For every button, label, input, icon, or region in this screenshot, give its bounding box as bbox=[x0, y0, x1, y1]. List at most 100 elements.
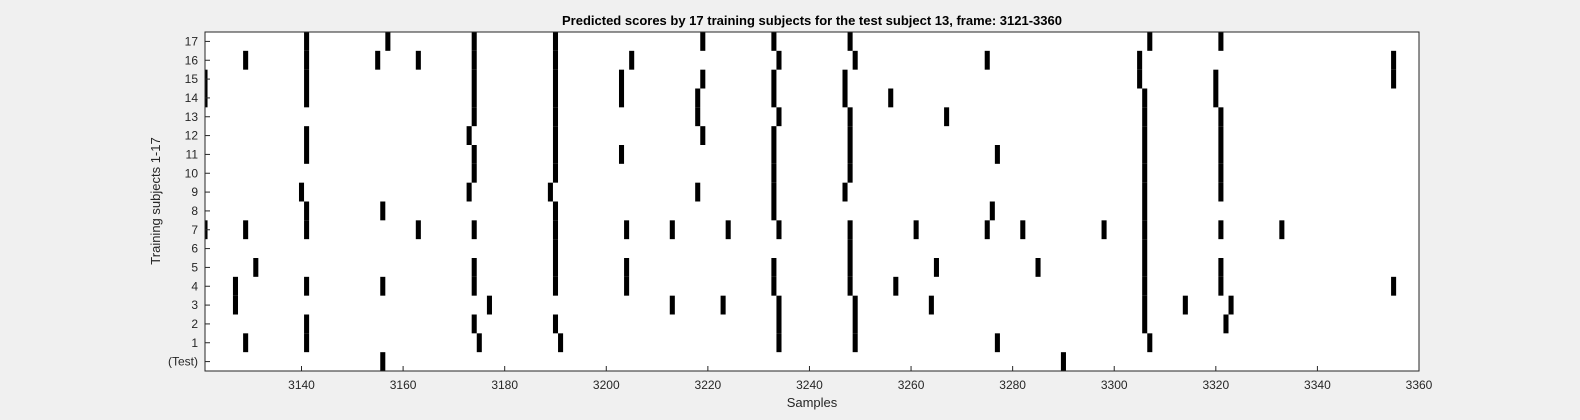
y-tick-label: 16 bbox=[185, 53, 199, 67]
score-mark bbox=[618, 69, 625, 89]
score-mark bbox=[852, 50, 858, 70]
score-mark bbox=[304, 32, 310, 51]
score-mark bbox=[776, 314, 782, 334]
score-mark bbox=[847, 145, 853, 164]
score-mark bbox=[888, 88, 894, 108]
score-mark bbox=[1218, 163, 1224, 183]
score-mark bbox=[1142, 295, 1148, 315]
score-mark bbox=[771, 182, 777, 202]
score-mark bbox=[1147, 32, 1153, 51]
score-mark bbox=[304, 69, 310, 89]
score-mark bbox=[847, 163, 853, 183]
score-mark bbox=[847, 220, 853, 240]
score-mark bbox=[842, 69, 848, 89]
score-mark bbox=[375, 50, 381, 70]
y-tick-label: 7 bbox=[191, 223, 198, 237]
score-mark bbox=[1391, 69, 1397, 89]
score-mark bbox=[852, 314, 858, 334]
x-tick-label: 3220 bbox=[695, 378, 722, 392]
chart-title: Predicted scores by 17 training subjects… bbox=[562, 13, 1062, 28]
y-tick-label: 2 bbox=[191, 317, 198, 331]
y-tick-label: 4 bbox=[191, 279, 198, 293]
score-mark bbox=[1142, 201, 1148, 221]
score-mark bbox=[695, 182, 701, 202]
y-tick-label: 6 bbox=[191, 242, 198, 256]
score-mark bbox=[1137, 50, 1143, 70]
score-mark bbox=[552, 201, 559, 221]
score-mark bbox=[471, 276, 477, 296]
x-tick-label: 3280 bbox=[999, 378, 1026, 392]
score-mark bbox=[700, 69, 706, 89]
score-mark bbox=[913, 220, 919, 240]
x-tick-label: 3160 bbox=[390, 378, 417, 392]
score-mark bbox=[476, 333, 482, 353]
score-mark bbox=[1218, 220, 1224, 240]
score-mark bbox=[933, 258, 939, 277]
score-mark bbox=[385, 32, 391, 51]
score-mark bbox=[1142, 163, 1148, 183]
score-mark bbox=[893, 276, 899, 296]
score-mark bbox=[253, 258, 259, 277]
score-mark bbox=[232, 276, 239, 296]
score-mark bbox=[1218, 145, 1224, 164]
y-tick-label: 1 bbox=[191, 336, 198, 350]
y-tick-label: 9 bbox=[191, 185, 198, 199]
score-mark bbox=[1228, 295, 1234, 315]
score-mark bbox=[629, 50, 635, 70]
score-mark bbox=[1101, 220, 1107, 240]
score-mark bbox=[771, 88, 777, 108]
x-tick-label: 3260 bbox=[898, 378, 925, 392]
data-marks bbox=[205, 32, 1397, 371]
score-mark bbox=[852, 333, 858, 353]
score-mark bbox=[552, 32, 559, 51]
score-mark bbox=[380, 201, 386, 221]
score-mark bbox=[243, 333, 249, 353]
score-mark bbox=[1218, 126, 1224, 145]
score-mark bbox=[984, 220, 990, 240]
score-mark bbox=[771, 145, 777, 164]
score-mark bbox=[552, 276, 559, 296]
score-mark bbox=[486, 295, 492, 315]
score-mark bbox=[771, 201, 777, 221]
score-mark bbox=[1223, 314, 1229, 334]
score-mark bbox=[415, 50, 421, 70]
score-mark bbox=[466, 182, 472, 202]
score-mark bbox=[1213, 88, 1219, 108]
score-mark bbox=[471, 88, 477, 108]
score-mark bbox=[1218, 32, 1224, 51]
score-mark bbox=[842, 182, 848, 202]
score-mark bbox=[847, 239, 853, 258]
score-mark bbox=[552, 239, 559, 258]
score-mark bbox=[547, 182, 553, 202]
score-mark bbox=[725, 220, 731, 240]
score-mark bbox=[700, 32, 706, 51]
score-mark bbox=[842, 88, 848, 108]
y-tick-label: 3 bbox=[191, 298, 198, 312]
y-tick-label: 11 bbox=[186, 147, 199, 161]
score-mark bbox=[304, 50, 310, 70]
score-mark bbox=[1020, 220, 1026, 240]
score-mark bbox=[466, 126, 472, 145]
score-mark bbox=[771, 258, 777, 277]
score-mark bbox=[618, 145, 625, 164]
score-mark bbox=[304, 220, 310, 240]
score-mark bbox=[304, 88, 310, 108]
score-mark bbox=[552, 69, 559, 89]
score-mark bbox=[304, 333, 310, 353]
score-mark bbox=[552, 88, 559, 108]
score-mark bbox=[471, 145, 477, 164]
score-mark bbox=[1060, 352, 1066, 371]
score-mark bbox=[552, 50, 559, 70]
plot-border bbox=[204, 31, 1420, 372]
score-mark bbox=[298, 182, 305, 202]
score-mark bbox=[552, 163, 559, 183]
y-tick-label: 12 bbox=[185, 129, 199, 143]
score-mark bbox=[471, 50, 477, 70]
score-mark bbox=[471, 107, 477, 127]
x-axis: 3140 3160 3180 3200 3220 3240 3260 3280 3300 3320… bbox=[288, 366, 1433, 392]
score-mark bbox=[852, 295, 858, 315]
y-tick-label: 8 bbox=[191, 204, 198, 218]
score-mark bbox=[304, 201, 310, 221]
score-mark bbox=[1142, 145, 1148, 164]
